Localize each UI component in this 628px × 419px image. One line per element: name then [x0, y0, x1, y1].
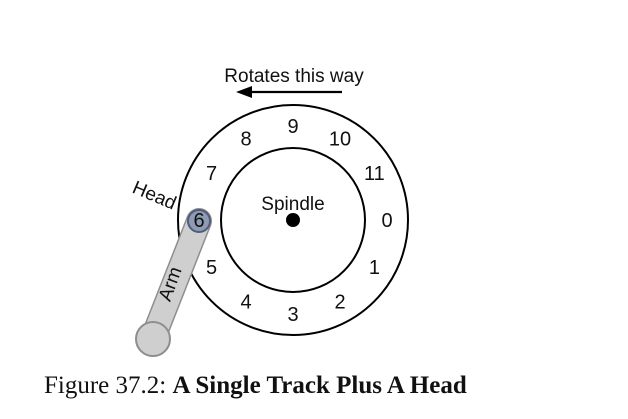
- figure-caption: Figure 37.2: A Single Track Plus A Head: [44, 372, 467, 400]
- sector-label-4: 4: [240, 291, 251, 313]
- sector-label-10: 10: [329, 129, 351, 151]
- sector-label-6: 6: [193, 210, 204, 232]
- sector-label-3: 3: [287, 304, 298, 326]
- arm-body-fill: [141, 209, 211, 350]
- arm-pivot: [135, 321, 171, 357]
- spindle-label: Spindle: [261, 194, 324, 215]
- caption-title: A Single Track Plus A Head: [172, 372, 467, 399]
- sector-label-7: 7: [206, 163, 217, 185]
- rotation-label: Rotates this way: [224, 66, 364, 87]
- sector-label-8: 8: [240, 129, 251, 151]
- sector-labels: 0 1 2 3 4 5 6 7 8 9 10 11: [193, 116, 392, 326]
- sector-label-1: 1: [369, 257, 380, 279]
- sector-label-0: 0: [381, 210, 392, 232]
- head-label: Head: [129, 177, 179, 214]
- caption-prefix: Figure 37.2:: [44, 372, 167, 399]
- rotation-arrow-head: [236, 86, 252, 98]
- outer-track-circle: [177, 104, 409, 336]
- sector-label-2: 2: [334, 291, 345, 313]
- inner-spindle-circle: [220, 147, 366, 293]
- spindle-dot: [286, 213, 300, 227]
- sector-label-9: 9: [287, 116, 298, 138]
- head-marker: [187, 209, 211, 233]
- sector-label-11: 11: [364, 163, 385, 185]
- sector-label-5: 5: [206, 257, 217, 279]
